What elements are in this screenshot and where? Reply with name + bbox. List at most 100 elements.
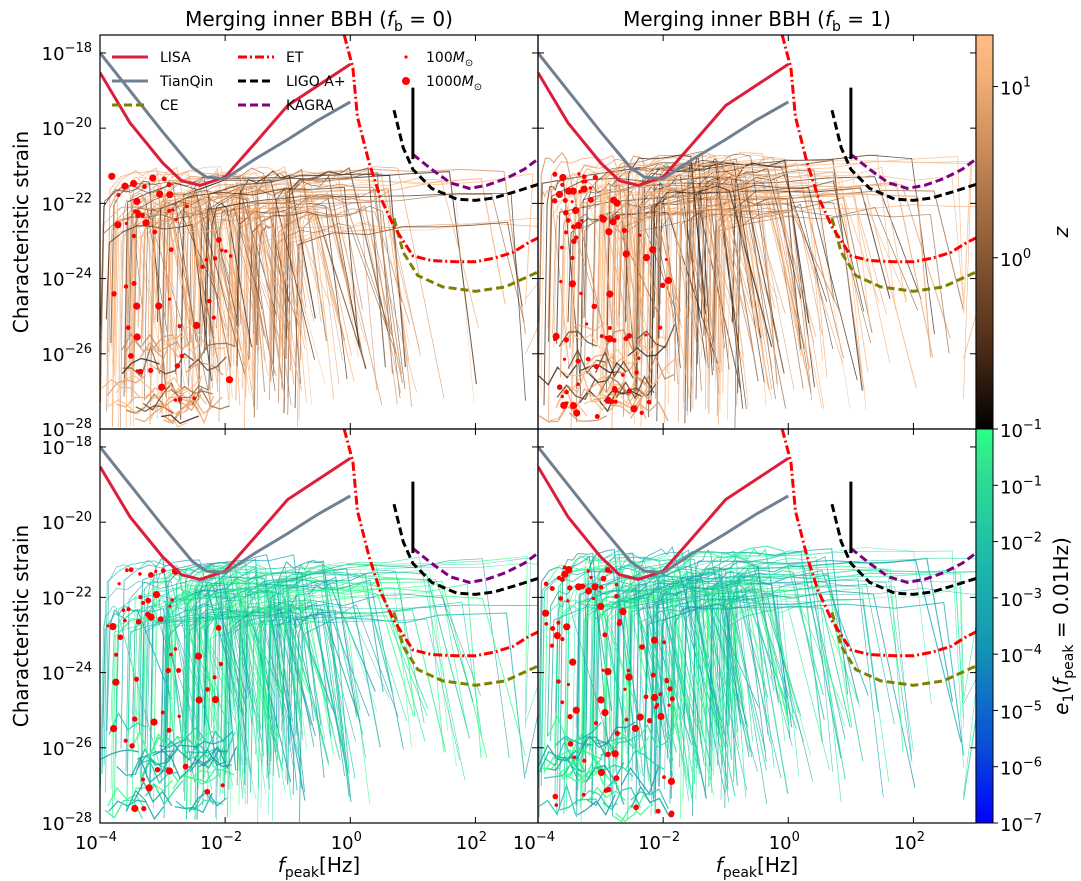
source-marker <box>637 356 641 360</box>
legend-item: CE <box>112 98 179 114</box>
source-marker <box>574 221 583 229</box>
source-marker <box>668 810 675 817</box>
source-marker <box>544 622 549 626</box>
source-marker <box>130 179 138 188</box>
curve-lisa <box>538 457 790 581</box>
source-marker <box>194 652 203 660</box>
source-marker <box>581 179 586 184</box>
y-axis-labels: Characteristic strain Characteristic stra… <box>9 131 33 727</box>
source-marker <box>614 593 619 599</box>
source-marker <box>616 621 622 627</box>
source-marker <box>141 777 145 782</box>
y-tick-label: 10−18 <box>42 435 92 459</box>
source-marker <box>553 337 557 342</box>
source-marker <box>147 613 155 621</box>
source-marker <box>145 784 153 792</box>
source-marker <box>570 200 574 204</box>
legend-label: 100M⊙ <box>426 50 473 69</box>
x-axis-label: fpeak[Hz] <box>278 853 360 881</box>
source-marker <box>204 788 211 795</box>
y-tick-label: 10−20 <box>42 510 92 534</box>
source-marker <box>660 282 666 288</box>
source-marker <box>177 714 181 718</box>
source-marker <box>614 775 620 781</box>
source-marker <box>579 583 586 589</box>
source-marker <box>154 767 161 773</box>
colorbar-tick-label: 101 <box>1000 76 1031 100</box>
curve-ligo-a- <box>830 109 976 202</box>
source-marker <box>161 176 167 182</box>
source-marker <box>611 750 619 758</box>
source-marker <box>627 388 633 394</box>
source-marker <box>139 212 145 218</box>
source-marker <box>655 808 661 814</box>
x-tick-label: 100 <box>769 830 800 854</box>
source-marker <box>154 569 158 574</box>
source-marker <box>599 214 605 220</box>
source-marker <box>148 367 154 373</box>
source-marker <box>129 743 135 749</box>
source-marker <box>556 679 561 684</box>
source-marker <box>131 233 137 239</box>
source-marker <box>609 570 613 574</box>
colorbar-z <box>975 34 994 430</box>
source-marker <box>560 637 565 642</box>
source-marker <box>123 738 128 743</box>
source-marker <box>592 174 598 180</box>
curve-ce <box>830 611 976 687</box>
curve-ligo-a- <box>830 503 976 596</box>
source-marker <box>610 399 615 404</box>
legend-label: 1000M⊙ <box>426 74 482 93</box>
source-marker <box>562 198 568 203</box>
source-marker <box>569 402 578 410</box>
source-marker <box>166 727 172 733</box>
source-marker <box>132 716 138 722</box>
curve-ligo-a- <box>392 503 538 596</box>
source-marker <box>591 583 599 591</box>
source-marker <box>204 258 209 262</box>
source-marker <box>604 335 608 340</box>
legend-label: LIGO A+ <box>286 74 346 90</box>
source-marker <box>560 182 565 187</box>
source-marker <box>560 394 564 399</box>
source-marker <box>542 609 550 617</box>
y-tick-label: 10−24 <box>42 661 92 685</box>
colorbar-tick-label: 10−5 <box>1000 699 1042 723</box>
source-marker <box>133 333 141 341</box>
source-marker <box>152 591 161 599</box>
source-marker <box>135 213 141 219</box>
source-marker <box>568 280 577 288</box>
colorbar-e <box>975 428 994 824</box>
source-marker <box>601 709 609 717</box>
source-marker <box>207 298 212 304</box>
x-tick-label: 102 <box>894 830 925 854</box>
plot-area <box>538 35 976 429</box>
source-marker <box>145 597 152 604</box>
source-marker <box>125 325 131 331</box>
source-marker <box>650 636 659 644</box>
source-marker <box>621 373 625 377</box>
legend-marker <box>404 55 408 59</box>
source-marker <box>664 677 669 682</box>
colorbar-z-label: z <box>1049 226 1073 238</box>
source-marker <box>563 210 569 216</box>
source-marker <box>619 608 627 616</box>
source-marker <box>589 575 593 580</box>
source-marker <box>554 803 559 807</box>
source-marker <box>602 632 608 638</box>
source-marker <box>212 675 217 680</box>
source-marker <box>667 777 676 786</box>
curve-et <box>780 429 976 658</box>
source-marker <box>591 596 596 601</box>
source-marker <box>106 624 110 628</box>
source-marker <box>570 255 575 261</box>
source-marker <box>630 405 638 413</box>
source-marker <box>560 401 568 409</box>
source-marker <box>127 353 134 359</box>
source-marker <box>549 586 555 591</box>
source-marker <box>564 389 569 395</box>
source-marker <box>543 581 549 587</box>
curve-lisa <box>100 63 352 187</box>
source-marker <box>177 397 183 402</box>
source-marker <box>128 567 134 573</box>
